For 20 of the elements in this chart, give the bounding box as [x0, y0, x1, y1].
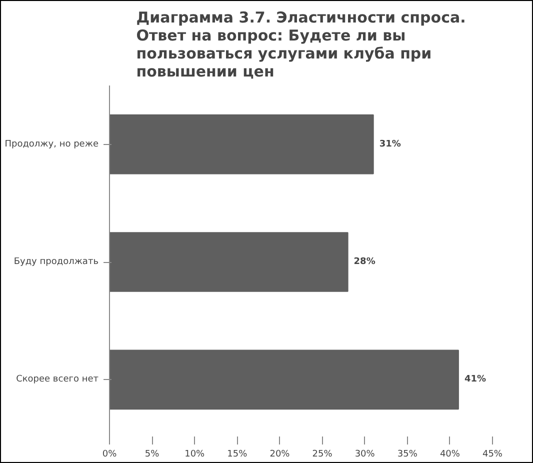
- data-label: 31%: [379, 139, 401, 150]
- bar: [110, 232, 348, 292]
- bar: [110, 350, 459, 410]
- data-label: 41%: [464, 374, 486, 385]
- x-tick-label: 15%: [227, 450, 248, 460]
- x-tick-label: 5%: [144, 450, 160, 460]
- x-tick-label: 10%: [184, 450, 206, 460]
- x-tick-label: 25%: [312, 450, 333, 460]
- y-tick-label: Буду продолжать: [14, 257, 99, 267]
- x-tick-label: 0%: [102, 450, 118, 460]
- bar: [110, 114, 374, 174]
- x-tick-label: 35%: [397, 450, 418, 460]
- x-tick-label: 45%: [482, 450, 503, 460]
- y-tick-label: Скорее всего нет: [16, 374, 99, 385]
- x-tick-label: 20%: [270, 450, 290, 460]
- chart-title: Диаграмма 3.7. Эластичности спроса. Ответ на вопрос: Будете ли вы пользоваться услугами клуба при повышении цен: [136, 8, 466, 80]
- x-tick-label: 30%: [354, 450, 376, 460]
- x-tick-label: 40%: [440, 450, 460, 460]
- data-label: 28%: [354, 257, 376, 267]
- y-tick-label: Продолжу, но реже: [4, 139, 99, 150]
